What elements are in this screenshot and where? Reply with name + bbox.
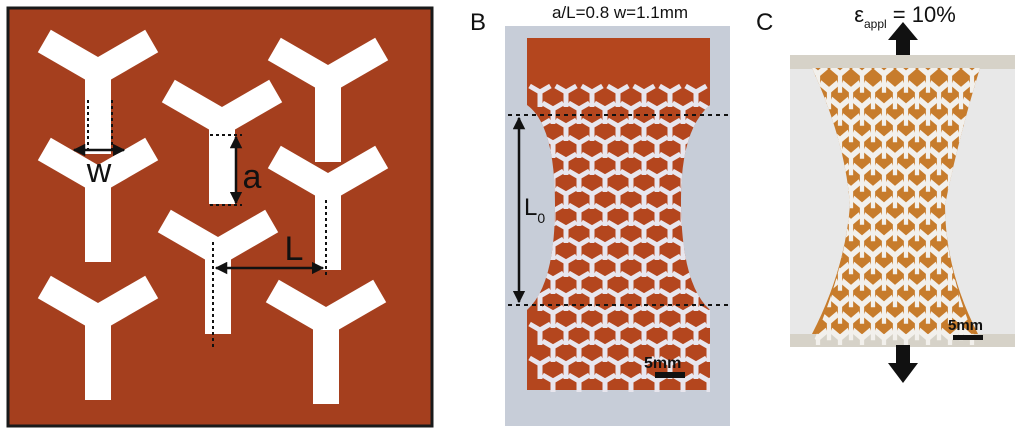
panel-b-title: a/L=0.8 w=1.1mm	[552, 3, 688, 22]
panel-c-scale-bar	[953, 335, 983, 340]
a-label: a	[243, 158, 262, 196]
panel-c: C εappl = 10% 5mm	[756, 2, 1015, 383]
panel-b: B a/L=0.8 w=1.1mm L0 5mm	[470, 3, 747, 426]
panel-a: w a L	[8, 8, 432, 426]
L-label: L	[285, 230, 304, 268]
panel-b-scale-bar	[655, 372, 685, 378]
panel-c-top-grip	[790, 55, 1015, 69]
panel-c-label: C	[756, 9, 773, 36]
panel-c-lower-arrow-shaft	[896, 345, 910, 365]
panel-b-label: B	[470, 9, 486, 36]
panel-b-scale-label: 5mm	[644, 355, 681, 372]
panel-c-lower-arrow-head	[888, 363, 918, 383]
w-label: w	[86, 152, 112, 190]
panel-c-scale-label: 5mm	[948, 317, 983, 334]
